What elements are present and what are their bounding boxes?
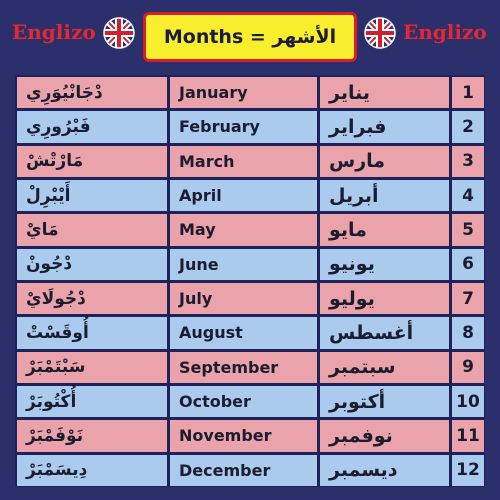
english-month: May	[170, 214, 317, 246]
arabic-month: مايو	[320, 214, 449, 246]
arabic-month: يونيو	[320, 248, 449, 280]
english-month: January	[170, 77, 317, 109]
english-month: March	[170, 145, 317, 177]
month-number: 4	[452, 180, 484, 212]
arabic-month: نوفمبر	[320, 420, 449, 452]
english-month: July	[170, 283, 317, 315]
pronunciation: دْجُونْ	[17, 248, 167, 280]
english-month: September	[170, 351, 317, 383]
pronunciation: مَارْتْشْ	[17, 145, 167, 177]
english-month: August	[170, 317, 317, 349]
arabic-month: أبريل	[320, 180, 449, 212]
arabic-month: يناير	[320, 77, 449, 109]
arabic-month: أكتوبر	[320, 386, 449, 418]
brand: Englizo	[12, 20, 96, 44]
arabic-month: مارس	[320, 145, 449, 177]
month-number: 1	[452, 77, 484, 109]
month-number: 9	[452, 351, 484, 383]
flag-icon	[364, 17, 396, 49]
pronunciation: فَبْرُورِي	[17, 111, 167, 143]
english-month: October	[170, 386, 317, 418]
arabic-month: أغسطس	[320, 317, 449, 349]
pronunciation: سَبْتَمْبَرْ	[17, 351, 167, 383]
pronunciation: دِيسَمْبَرْ	[17, 454, 167, 486]
pronunciation: دْجُولَايْ	[17, 283, 167, 315]
arabic-month: ديسمبر	[320, 454, 449, 486]
arabic-month: سبتمبر	[320, 351, 449, 383]
month-number: 3	[452, 145, 484, 177]
arabic-month: يوليو	[320, 283, 449, 315]
pronunciation: أَيْبْرِلْ	[17, 180, 167, 212]
month-number: 7	[452, 283, 484, 315]
month-number: 10	[452, 386, 484, 418]
month-number: 5	[452, 214, 484, 246]
pronunciation: أُوقَسْتْ	[17, 317, 167, 349]
month-number: 2	[452, 111, 484, 143]
pronunciation: مَايْ	[17, 214, 167, 246]
month-number: 6	[452, 248, 484, 280]
pronunciation: دْجَانْيُوَرِي	[17, 77, 167, 109]
brand: Englizo	[403, 20, 487, 44]
english-month: June	[170, 248, 317, 280]
arabic-month: فبراير	[320, 111, 449, 143]
month-number: 11	[452, 420, 484, 452]
english-month: April	[170, 180, 317, 212]
title: Months = الأشهر	[163, 26, 337, 48]
title-box: Months = الأشهر	[143, 12, 357, 62]
pronunciation: نَوْفَمْبَرْ	[17, 420, 167, 452]
flag-icon	[103, 17, 135, 49]
pronunciation: أُكْتُوبَرْ	[17, 386, 167, 418]
table: دْجَانْيُوَرِي January يناير 1 فَبْرُورِي Feb…	[15, 75, 485, 487]
month-number: 8	[452, 317, 484, 349]
english-month: November	[170, 420, 317, 452]
english-month: February	[170, 111, 317, 143]
english-month: December	[170, 454, 317, 486]
month-number: 12	[452, 454, 484, 486]
